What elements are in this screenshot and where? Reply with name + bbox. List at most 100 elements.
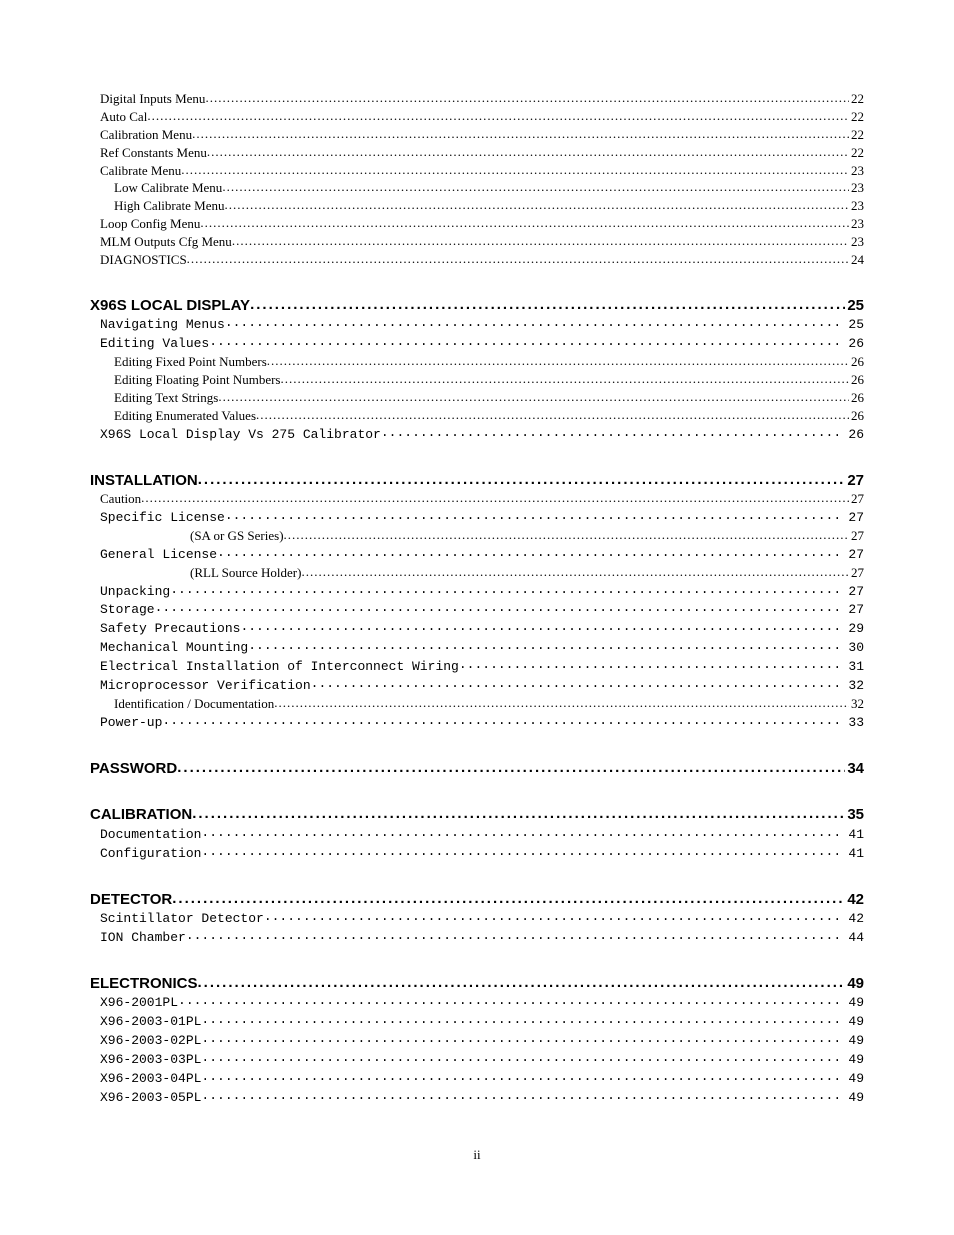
toc-entry[interactable]: Calibrate Menu23 xyxy=(90,162,864,180)
toc-entry[interactable]: DIAGNOSTICS24 xyxy=(90,251,864,269)
toc-entry[interactable]: (SA or GS Series)27 xyxy=(90,527,864,545)
toc-entry[interactable]: Configuration 41 xyxy=(90,844,864,863)
toc-entry[interactable]: Specific License 27 xyxy=(90,508,864,527)
toc-leader xyxy=(170,582,842,595)
toc-leader xyxy=(250,295,845,310)
toc-entry[interactable]: ELECTRONICS 49 xyxy=(90,973,864,994)
toc-entry[interactable]: Scintillator Detector 42 xyxy=(90,909,864,928)
toc-page: 22 xyxy=(849,145,864,162)
toc-entry[interactable]: MLM Outputs Cfg Menu23 xyxy=(90,233,864,251)
toc-leader xyxy=(381,425,843,438)
toc-entry[interactable]: X96-2003-03PL 49 xyxy=(90,1050,864,1069)
toc-label: X96S Local Display Vs 275 Calibrator xyxy=(100,427,381,444)
toc-entry[interactable]: INSTALLATION 27 xyxy=(90,470,864,491)
toc-entry[interactable]: X96S Local Display Vs 275 Calibrator 26 xyxy=(90,425,864,444)
toc-entry[interactable]: Editing Values 26 xyxy=(90,334,864,353)
toc-page: 27 xyxy=(842,547,864,564)
toc-entry[interactable]: ION Chamber 44 xyxy=(90,928,864,947)
toc-label: INSTALLATION xyxy=(90,471,198,491)
toc-entry[interactable]: Loop Config Menu23 xyxy=(90,215,864,233)
toc-entry[interactable]: X96S LOCAL DISPLAY 25 xyxy=(90,295,864,316)
toc-page: 33 xyxy=(842,715,864,732)
toc-entry[interactable]: Editing Enumerated Values26 xyxy=(90,407,864,425)
toc-container: Digital Inputs Menu22Auto Cal 22Calibrati… xyxy=(90,90,864,1107)
toc-entry[interactable]: X96-2003-05PL 49 xyxy=(90,1088,864,1107)
toc-label: Configuration xyxy=(100,846,201,863)
toc-label: Loop Config Menu xyxy=(100,216,200,233)
toc-page: 24 xyxy=(849,252,864,269)
toc-entry[interactable]: Electrical Installation of Interconnect … xyxy=(90,657,864,676)
toc-label: Electrical Installation of Interconnect … xyxy=(100,659,459,676)
toc-page: 26 xyxy=(842,336,864,353)
toc-entry[interactable]: (RLL Source Holder)27 xyxy=(90,564,864,582)
toc-entry[interactable]: DETECTOR 42 xyxy=(90,889,864,910)
toc-entry[interactable]: Ref Constants Menu22 xyxy=(90,144,864,162)
toc-leader xyxy=(274,695,849,708)
toc-entry[interactable]: PASSWORD 34 xyxy=(90,758,864,779)
toc-entry[interactable]: Digital Inputs Menu22 xyxy=(90,90,864,108)
toc-page: 32 xyxy=(842,678,864,695)
toc-entry[interactable]: Power-up 33 xyxy=(90,713,864,732)
toc-label: Editing Values xyxy=(100,336,209,353)
toc-entry[interactable]: X96-2003-01PL 49 xyxy=(90,1012,864,1031)
toc-entry[interactable]: Caution 27 xyxy=(90,490,864,508)
toc-page: 27 xyxy=(849,528,864,545)
toc-entry[interactable]: Identification / Documentation32 xyxy=(90,695,864,713)
toc-entry[interactable]: Auto Cal 22 xyxy=(90,108,864,126)
toc-label: Storage xyxy=(100,602,155,619)
toc-page: 41 xyxy=(842,827,864,844)
toc-label: X96-2003-03PL xyxy=(100,1052,201,1069)
toc-page: 49 xyxy=(842,995,864,1012)
toc-label: Mechanical Mounting xyxy=(100,640,248,657)
toc-label: Editing Text Strings xyxy=(114,390,218,407)
toc-label: High Calibrate Menu xyxy=(114,198,224,215)
toc-entry[interactable]: Editing Fixed Point Numbers26 xyxy=(90,353,864,371)
toc-label: Auto Cal xyxy=(100,109,147,126)
toc-page: 49 xyxy=(842,1014,864,1031)
toc-label: X96S LOCAL DISPLAY xyxy=(90,296,250,316)
toc-page: 23 xyxy=(849,180,864,197)
toc-entry[interactable]: High Calibrate Menu23 xyxy=(90,197,864,215)
toc-leader xyxy=(225,508,843,521)
toc-entry[interactable]: Documentation 41 xyxy=(90,825,864,844)
toc-leader xyxy=(256,407,849,420)
toc-entry[interactable]: X96-2003-04PL 49 xyxy=(90,1069,864,1088)
toc-page: 22 xyxy=(849,109,864,126)
toc-entry[interactable]: Mechanical Mounting 30 xyxy=(90,638,864,657)
toc-entry[interactable]: General License 27 xyxy=(90,545,864,564)
toc-entry[interactable]: Calibration Menu22 xyxy=(90,126,864,144)
toc-leader xyxy=(267,353,849,366)
toc-leader xyxy=(240,619,842,632)
toc-entry[interactable]: Editing Floating Point Numbers 26 xyxy=(90,371,864,389)
toc-page: 26 xyxy=(842,427,864,444)
toc-entry[interactable]: Editing Text Strings26 xyxy=(90,389,864,407)
toc-page: 26 xyxy=(849,372,864,389)
toc-entry[interactable]: Unpacking 27 xyxy=(90,582,864,601)
toc-label: X96-2003-05PL xyxy=(100,1090,201,1107)
toc-entry[interactable]: CALIBRATION 35 xyxy=(90,804,864,825)
toc-leader xyxy=(207,144,849,157)
toc-label: Unpacking xyxy=(100,584,170,601)
toc-entry[interactable]: Navigating Menus 25 xyxy=(90,315,864,334)
toc-page: 49 xyxy=(842,1033,864,1050)
toc-entry[interactable]: Safety Precautions 29 xyxy=(90,619,864,638)
toc-leader xyxy=(225,315,843,328)
toc-label: Navigating Menus xyxy=(100,317,225,334)
toc-leader xyxy=(141,490,849,503)
toc-entry[interactable]: Low Calibrate Menu23 xyxy=(90,179,864,197)
toc-entry[interactable]: X96-2003-02PL 49 xyxy=(90,1031,864,1050)
toc-label: Calibrate Menu xyxy=(100,163,181,180)
toc-entry[interactable]: Storage 27 xyxy=(90,600,864,619)
toc-entry[interactable]: Microprocessor Verification 32 xyxy=(90,676,864,695)
toc-page: 27 xyxy=(842,602,864,619)
toc-entry[interactable]: X96-2001PL 49 xyxy=(90,993,864,1012)
toc-leader xyxy=(459,657,843,670)
toc-label: Caution xyxy=(100,491,141,508)
toc-leader xyxy=(222,179,849,192)
toc-page: 27 xyxy=(849,491,864,508)
toc-page: 34 xyxy=(845,759,864,779)
toc-leader xyxy=(201,844,842,857)
toc-leader xyxy=(201,825,842,838)
toc-page: 22 xyxy=(849,127,864,144)
toc-label: Editing Floating Point Numbers xyxy=(114,372,280,389)
